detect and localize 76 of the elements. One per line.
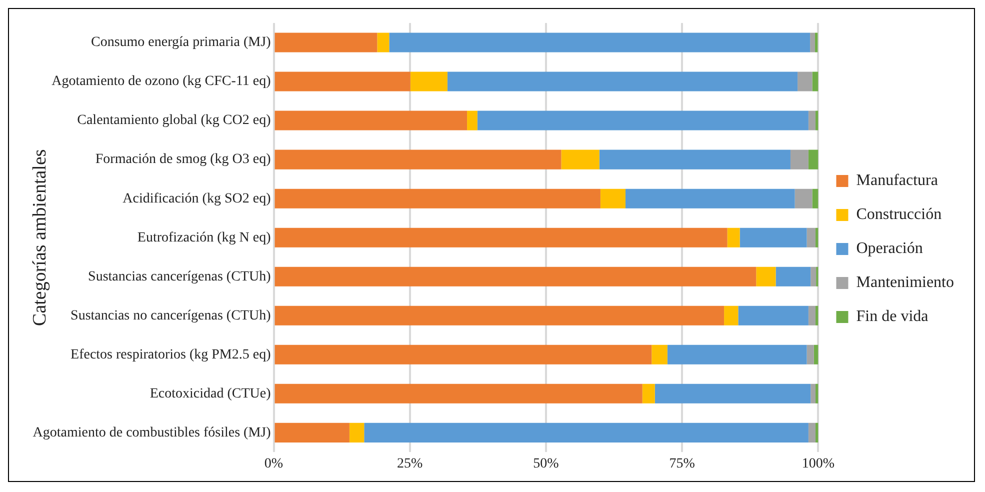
- y-tick-label: Agotamiento de combustibles fósiles (MJ): [32, 425, 272, 440]
- bar: [806, 228, 816, 248]
- bar: [274, 188, 600, 208]
- bar: [812, 72, 818, 92]
- bar: [600, 188, 626, 208]
- bar: [756, 266, 776, 286]
- bar: [364, 422, 808, 442]
- bar: [349, 422, 364, 442]
- bar: [724, 306, 738, 326]
- bar: [816, 110, 818, 130]
- bar: [814, 344, 818, 364]
- y-axis-title: Categorías ambientales: [29, 149, 50, 326]
- bar: [274, 110, 468, 130]
- bar: [274, 306, 724, 326]
- y-tick-label: Eutrofización (kg N eq): [137, 230, 272, 246]
- bar: [274, 344, 652, 364]
- bar: [806, 344, 814, 364]
- bar: [808, 422, 816, 442]
- legend-label: Fin de vida: [856, 308, 928, 326]
- bar: [467, 110, 478, 130]
- bar: [667, 344, 807, 364]
- bar: [274, 150, 562, 170]
- bar: [798, 72, 812, 92]
- bar: [625, 188, 795, 208]
- bar: [274, 384, 642, 404]
- bar: [812, 188, 818, 208]
- bar: [477, 110, 808, 130]
- bar: [561, 150, 600, 170]
- bar: [377, 32, 390, 52]
- bar: [816, 306, 818, 326]
- bar: [654, 384, 811, 404]
- bar: [808, 150, 818, 170]
- x-tick-label: 100%: [802, 456, 835, 472]
- x-tick-label: 0%: [264, 456, 284, 472]
- y-tick-label: Formación de smog (kg O3 eq): [95, 152, 272, 168]
- y-tick-label: Ecotoxicidad (CTUe): [150, 386, 272, 402]
- bar: [790, 150, 808, 170]
- bar: [794, 188, 812, 208]
- bar: [274, 422, 350, 442]
- bar: [389, 32, 810, 52]
- bar: [776, 266, 811, 286]
- bar: [274, 32, 378, 52]
- bar: [274, 72, 410, 92]
- bar: [810, 32, 815, 52]
- y-tick-label: Efectos respiratorios (kg PM2.5 eq): [70, 347, 272, 362]
- bar: [738, 306, 808, 326]
- bar: [814, 32, 818, 52]
- bar: [410, 72, 448, 92]
- bar: [810, 266, 816, 286]
- bar: [808, 306, 816, 326]
- y-tick-label: Sustancias cancerígenas (CTUh): [88, 269, 272, 284]
- y-tick-label: Consumo energía primaria (MJ): [90, 35, 272, 50]
- legend-label: Operación: [856, 240, 923, 258]
- legend-label: Construcción: [856, 206, 942, 224]
- bar: [810, 384, 816, 404]
- legend-label: Manufactura: [856, 172, 938, 190]
- legend-label: Mantenimiento: [856, 274, 954, 292]
- x-tick-label: 25%: [397, 456, 424, 472]
- bar: [727, 228, 740, 248]
- bar: [274, 266, 756, 286]
- bar: [740, 228, 807, 248]
- bar: [599, 150, 790, 170]
- bar: [642, 384, 655, 404]
- bar: [808, 110, 816, 130]
- bar: [816, 384, 818, 404]
- bar: [652, 344, 668, 364]
- x-tick-label: 50%: [533, 456, 560, 472]
- bar: [274, 228, 728, 248]
- x-tick-label: 75%: [669, 456, 696, 472]
- bar: [816, 228, 818, 248]
- y-tick-label: Acidificación (kg SO2 eq): [122, 191, 272, 206]
- y-tick-label: Calentamiento global (kg CO2 eq): [77, 113, 272, 128]
- y-tick-label: Agotamiento de ozono (kg CFC-11 eq): [52, 74, 272, 90]
- y-tick-label: Sustancias no cancerígenas (CTUh): [70, 308, 272, 324]
- bar: [447, 72, 798, 92]
- bar: [816, 422, 818, 442]
